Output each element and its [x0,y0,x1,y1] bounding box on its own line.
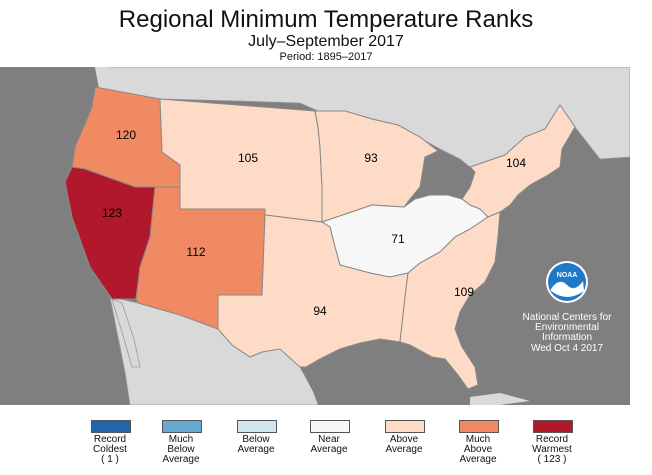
noaa-logo-text: NOAA [557,272,578,279]
legend-swatch-record-coldest [91,420,131,433]
rank-label-northwest: 120 [116,128,136,142]
cuba [470,393,530,405]
canada-coast [95,67,112,93]
regional-map: 120 123 112 105 93 104 71 94 109 NOAA Na… [0,67,630,405]
map-header: Regional Minimum Temperature Ranks July–… [0,0,652,66]
legend-swatch-much-below [162,420,202,433]
legend-label-near: Near Average [310,434,348,455]
credit-line-3: Information [542,332,592,343]
rank-label-northeast: 104 [506,156,526,170]
gulf-of-mexico [300,357,480,405]
legend-swatch-record-warmest [533,420,573,433]
legend-label-much-above: Much Above Average [459,434,497,465]
credit-date: Wed Oct 4 2017 [531,343,604,354]
rank-label-south: 94 [313,304,327,318]
region-south [217,214,409,368]
rank-label-upper-midwest: 93 [364,151,378,165]
map-title: Regional Minimum Temperature Ranks [118,6,534,33]
legend-label-below: Below Average [237,434,275,455]
rank-label-west: 123 [102,206,122,220]
legend-swatch-below [237,420,277,433]
rank-label-southeast: 109 [454,285,474,299]
legend-label-above: Above Average [385,434,423,455]
canada [94,67,630,168]
map-period: Period: 1895–2017 [279,51,373,63]
baja-california [111,298,141,368]
region-southeast [399,211,501,390]
rank-label-northern-rockies-plains: 105 [238,151,258,165]
rank-label-southwest: 112 [186,245,205,259]
legend-label-record-coldest: Record Coldest ( 1 ) [93,434,127,465]
noaa-logo-wave [551,281,584,297]
credit-line-1: National Centers for [523,312,613,323]
legend-label-record-warmest: Record Warmest ( 123 ) [532,434,572,465]
legend-swatch-near [310,420,350,433]
legend-swatch-much-above [459,420,499,433]
region-upper-midwest [314,110,439,223]
legend-label-much-below: Much Below Average [162,434,200,465]
credit-line-2: Environmental [535,322,599,333]
legend-swatch-above [385,420,425,433]
lake-huron [424,161,446,183]
lake-erie [446,183,474,197]
noaa-logo: NOAA [546,261,588,303]
map-subtitle: July–September 2017 [248,33,404,50]
map-canvas: 120 123 112 105 93 104 71 94 109 NOAA Na… [0,67,630,405]
rank-label-ohio-valley: 71 [391,232,405,246]
